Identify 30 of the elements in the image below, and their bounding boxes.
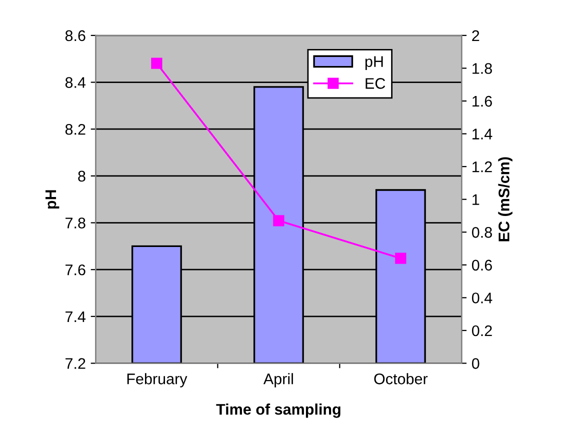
y2-tick-label: 0 [472,358,480,369]
point [273,215,284,226]
y2-tick-label: 0.4 [472,292,492,304]
y-tick-label: 8 [78,170,86,182]
y-tick-label: 7.4 [66,311,86,322]
y2-tick-label: 0.2 [472,325,492,336]
y2-tick-label: 1.6 [472,96,492,107]
y2-tick-label: 0.6 [472,260,492,271]
point [151,58,162,69]
y-axis-title: pH [46,190,60,209]
y-tick-label: 7.8 [66,218,86,228]
y2-tick-label: 1.8 [472,63,492,74]
y-tick-label: 7.6 [66,264,86,276]
x-tick-label: October [374,373,428,384]
y-tick-label: 8.4 [65,77,86,88]
x-tick-label: February [127,373,188,388]
legend-label: pH [365,56,383,70]
y-tick-label: 8.6 [65,30,86,42]
y2-tick-label: 2 [472,30,480,41]
y2-tick-label: 0.8 [472,227,492,238]
y-tick-label: 7.2 [66,358,86,369]
y2-tick-label: 1 [472,194,480,205]
y2-tick-label: 1.2 [472,161,492,172]
legend-label: EC [366,78,386,89]
x-axis-title: Time of sampling [216,404,340,418]
point [395,252,406,264]
y-tick-label: 8.2 [65,124,86,135]
y2-tick-label: 1.4 [472,128,492,140]
x-tick-label: April [263,373,293,388]
y2-axis-title: EC (mS/cm) [498,157,512,242]
